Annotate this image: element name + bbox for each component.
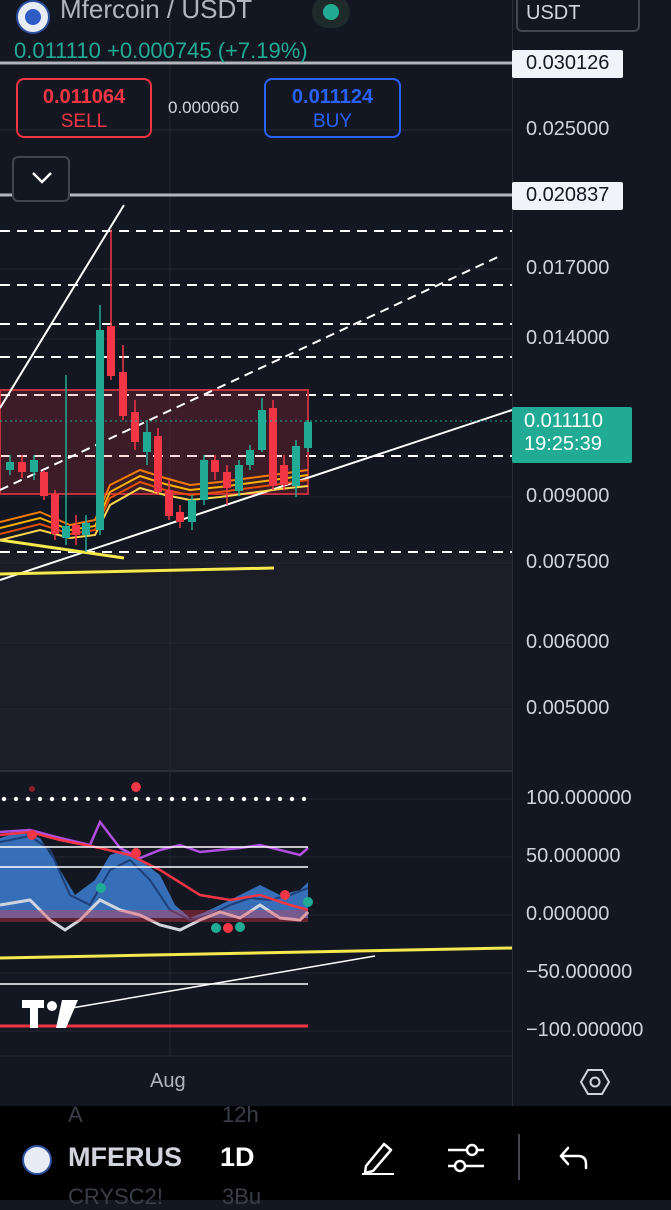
oscillator-yellow-line[interactable] [0, 946, 513, 960]
coin-logo-small [22, 1145, 52, 1175]
ghost-text: CRYSC2! [68, 1184, 163, 1209]
sell-label: SELL [60, 111, 108, 132]
price-axis-label: 0.017000 [526, 257, 610, 279]
price-tag-lower[interactable]: 0.020837 [512, 182, 624, 210]
lower-zone-shade [0, 553, 512, 771]
price-change-line: 0.011110 +0.000745 (+7.19%) [14, 38, 308, 64]
dotted-100-line [1, 796, 307, 802]
market-status-indicator[interactable] [312, 0, 350, 28]
price-axis-label: 0.025000 [526, 118, 610, 140]
undo-icon[interactable] [558, 1144, 590, 1170]
sliders-icon[interactable] [446, 1140, 486, 1176]
spread-value: 0.000060 [168, 98, 239, 117]
coin-logo [16, 0, 50, 34]
oscillator-axis-label: 100.000000 [526, 787, 632, 809]
interval-button[interactable]: 1D [220, 1142, 255, 1172]
chevron-down-icon [32, 172, 52, 184]
settings-hexagon-icon[interactable] [580, 1068, 610, 1096]
collapse-legend-button[interactable] [12, 156, 70, 202]
horizontal-grid [0, 129, 512, 1032]
current-price-value: 0.011110 [524, 410, 603, 432]
current-price-tag[interactable]: 0.011110 19:25:39 [512, 407, 632, 463]
yellow-line-1[interactable] [0, 566, 275, 576]
oscillator-axis-label: 0.000000 [526, 903, 610, 925]
ghost-text: A [68, 1102, 83, 1127]
price-axis-label: 0.005000 [526, 697, 610, 719]
ghost-text: 3Bu [222, 1184, 262, 1209]
pencil-icon[interactable] [360, 1138, 396, 1176]
chart-canvas[interactable] [0, 0, 671, 1106]
oscillator-trendline[interactable] [59, 955, 376, 1011]
buy-button[interactable]: 0.011124 BUY [264, 78, 401, 138]
candlesticks[interactable] [6, 230, 312, 552]
oscillator-axis-label: −100.000000 [526, 1019, 644, 1041]
price-axis-label: 0.007500 [526, 551, 610, 573]
time-axis-label: Aug [150, 1070, 186, 1092]
symbol-search-button[interactable]: MFERUS [68, 1142, 182, 1172]
buy-price: 0.011124 [291, 86, 374, 108]
price-axis-label: 0.006000 [526, 631, 610, 653]
bottom-toolbar [0, 1106, 671, 1200]
toolbar-divider [518, 1134, 520, 1180]
price-tag-upper[interactable]: 0.030126 [512, 50, 624, 78]
last-price: 0.011110 [14, 38, 101, 63]
price-axis-label: 0.014000 [526, 327, 610, 349]
price-change-pct: (+7.19%) [217, 38, 308, 63]
oscillator-axis-label: −50.000000 [526, 961, 633, 983]
symbol-title[interactable]: Mfercoin / USDT [60, 0, 253, 24]
oscillator-pane[interactable] [0, 782, 513, 1028]
currency-selector[interactable]: USDT [516, 0, 640, 32]
trendline-steep[interactable] [0, 204, 125, 409]
buy-label: BUY [312, 111, 353, 132]
tradingview-logo [22, 1000, 78, 1028]
yellow-line-2[interactable] [0, 538, 125, 560]
bar-countdown: 19:25:39 [524, 433, 602, 455]
sell-button[interactable]: 0.011064 SELL [16, 78, 152, 138]
trendline-dashed[interactable] [0, 255, 501, 491]
sell-price: 0.011064 [42, 86, 126, 108]
oscillator-axis-label: 50.000000 [526, 845, 621, 867]
ghost-text: 12h [222, 1102, 259, 1127]
price-change: +0.000745 [107, 38, 212, 63]
price-axis-label: 0.009000 [526, 485, 610, 507]
